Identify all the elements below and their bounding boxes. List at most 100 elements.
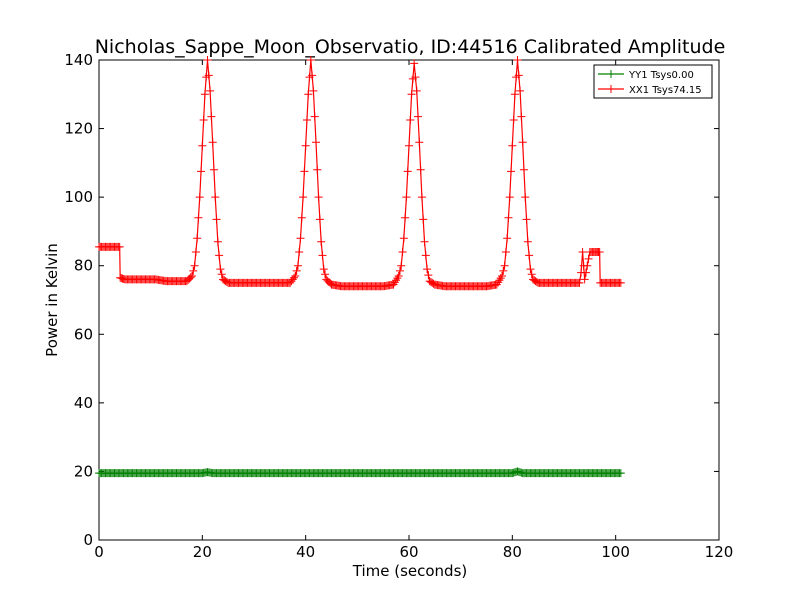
series-xx1-point: [308, 71, 317, 80]
series-xx1-point: [211, 193, 220, 202]
series-xx1-point: [517, 112, 526, 121]
series-xx1-point: [411, 73, 420, 82]
series-xx1-point: [213, 237, 222, 246]
y-axis-label: Power in Kelvin: [43, 243, 61, 357]
legend-label: YY1 Tsys0.00: [628, 70, 694, 81]
series-xx1-point: [498, 272, 506, 280]
series-xx1-point: [509, 116, 518, 124]
series-xx1-point: [317, 237, 326, 246]
legend-label: XX1 Tsys74.15: [629, 85, 702, 96]
series-xx1-point: [410, 59, 419, 68]
series-xx1-point: [616, 278, 625, 287]
series-xx1-point: [318, 251, 327, 260]
series-xx1-point: [191, 248, 200, 256]
series-xx1-point: [299, 193, 308, 202]
series-yy1-point: [616, 469, 625, 478]
series-xx1-point: [578, 248, 587, 256]
series-xx1-point: [505, 193, 514, 202]
series-xx1-point: [407, 90, 416, 99]
series-xx1-point: [399, 234, 408, 243]
series-xx1-point: [216, 265, 225, 274]
series-xx1-point: [513, 56, 522, 64]
y-tick-label: 0: [83, 531, 93, 549]
series-xx1-point: [297, 213, 306, 222]
series-xx1-point: [395, 266, 404, 275]
series-xx1-point: [495, 276, 504, 285]
series-xx1-point: [414, 112, 423, 121]
legend-box: [593, 64, 713, 99]
y-tick-label: 140: [64, 51, 93, 69]
legend-marker: [607, 70, 615, 78]
series-xx1-point: [516, 86, 525, 95]
series-xx1-point: [525, 251, 534, 260]
series-xx1-point: [595, 248, 604, 256]
series-xx1-point: [212, 215, 221, 224]
series-xx1-point: [503, 234, 512, 243]
chart-title: Nicholas_Sappe_Moon_Observatio, ID:44516…: [95, 36, 726, 58]
series-xx1-point: [514, 71, 523, 80]
series-xx1-point: [313, 165, 322, 174]
series-xx1-point: [215, 251, 224, 260]
series-xx1-point: [186, 273, 195, 282]
series-xx1-line: [99, 59, 621, 287]
series-xx1-point: [508, 141, 517, 150]
series-xx1-point: [510, 90, 519, 99]
series-xx1-point: [392, 276, 401, 285]
series-xx1-point: [419, 215, 428, 224]
series-xx1-point: [321, 270, 330, 279]
series-xx1-point: [494, 278, 503, 287]
series-xx1-point: [207, 112, 216, 121]
series-xx1-point: [301, 141, 310, 150]
series-xx1-point: [302, 116, 311, 124]
legend-marker: [607, 85, 615, 93]
x-tick-label: 20: [193, 543, 212, 561]
x-tick-label: 120: [705, 543, 734, 561]
series-xx1-point: [208, 138, 217, 147]
series-xx1-point: [319, 265, 328, 274]
y-tick-label: 80: [74, 257, 93, 275]
series-xx1-point: [507, 167, 516, 176]
plot-area: 0 20 40 60 80 100 120 0 20 40 60 80 100 120 140 YY1 Tsy…: [64, 51, 733, 561]
series-xx1-point: [309, 86, 318, 95]
series-xx1-point: [195, 193, 204, 202]
series-xx1-point: [526, 265, 535, 274]
series-xx1-point: [203, 56, 212, 64]
y-tick-label: 120: [64, 120, 93, 138]
series-xx1-point: [197, 167, 206, 176]
y-tick-label: 20: [74, 462, 93, 480]
series-xx1-point: [295, 248, 304, 256]
x-tick-label: 0: [94, 543, 104, 561]
series-xx1-point: [394, 272, 403, 280]
series-xx1-point: [194, 213, 203, 222]
series-xx1-point: [291, 272, 300, 280]
y-tick-label: 60: [74, 325, 93, 343]
x-tick-label: 60: [399, 543, 418, 561]
series-xx1-point: [504, 213, 513, 222]
series-xx1-point: [420, 237, 429, 246]
series-xx1-point: [310, 112, 319, 121]
series-xx1-point: [405, 141, 413, 150]
x-tick-label: 100: [601, 543, 630, 561]
series-xx1-point: [393, 274, 402, 283]
series-xx1-point: [412, 86, 421, 95]
series-xx1-point: [417, 193, 426, 202]
series-xx1-point: [519, 165, 528, 174]
series-xx1-point: [521, 193, 530, 202]
series-xx1-point: [312, 138, 320, 147]
series-xx1-point: [423, 265, 432, 274]
series-xx1-point: [527, 270, 536, 279]
series-xx1-point: [522, 215, 531, 224]
series-xx1-point: [293, 261, 302, 270]
series-xx1-point: [397, 261, 406, 270]
series-xx1-point: [300, 167, 309, 176]
series-xx1-point: [499, 266, 508, 275]
series-xx1-point: [115, 242, 124, 251]
series-xx1-point: [304, 90, 313, 99]
series-xx1-point: [217, 270, 226, 279]
series-xx1-point: [189, 266, 198, 275]
series-xx1-point: [398, 248, 407, 256]
y-tick-label: 40: [74, 394, 93, 412]
series-xx1-point: [188, 272, 196, 280]
series-xx1-point: [401, 213, 410, 222]
series-xx1-point: [315, 215, 324, 224]
